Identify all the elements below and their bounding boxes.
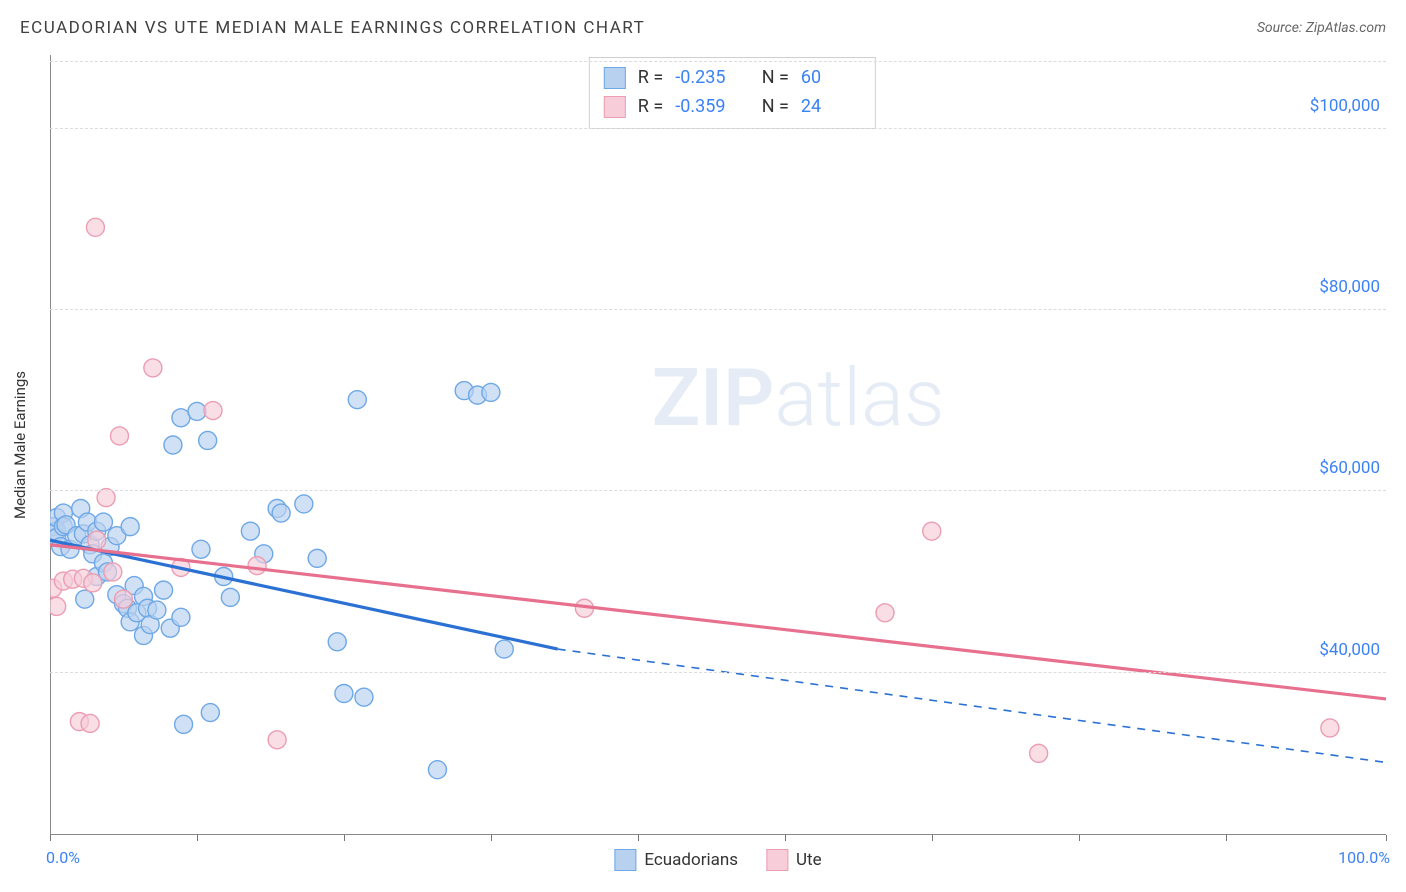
data-point-ecuadorians [201, 704, 219, 722]
data-point-ecuadorians [348, 391, 366, 409]
n-label: N = [762, 64, 789, 93]
data-point-ecuadorians [172, 608, 190, 626]
x-tick [785, 835, 786, 841]
legend-item: Ecuadorians [614, 849, 738, 871]
data-point-ute [86, 218, 104, 236]
legend-swatch [604, 67, 626, 89]
x-tick [638, 835, 639, 841]
data-point-ecuadorians [192, 540, 210, 558]
data-point-ecuadorians [164, 436, 182, 454]
data-point-ute [204, 402, 222, 420]
chart-title: ECUADORIAN VS UTE MEDIAN MALE EARNINGS C… [20, 18, 645, 38]
legend-swatch [766, 849, 788, 871]
x-tick [344, 835, 345, 841]
chart-area: Median Male Earnings ZIPatlas R = -0.235… [50, 55, 1386, 835]
data-point-ecuadorians [428, 761, 446, 779]
data-point-ute [923, 522, 941, 540]
x-tick [1386, 835, 1387, 841]
n-value: 60 [801, 64, 861, 93]
legend-label: Ute [796, 850, 822, 870]
scatter-plot [50, 55, 1386, 835]
legend-correlation: R = -0.235 N = 60 R = -0.359 N = 24 [589, 57, 876, 129]
trendline-dashed-ecuadorians [558, 649, 1386, 762]
trendline-ute [50, 545, 1386, 699]
data-point-ecuadorians [328, 633, 346, 651]
data-point-ute [1321, 719, 1339, 737]
data-point-ute [50, 597, 66, 615]
gridline [50, 672, 1386, 673]
data-point-ecuadorians [335, 685, 353, 703]
data-point-ecuadorians [308, 549, 326, 567]
data-point-ecuadorians [76, 590, 94, 608]
x-tick [491, 835, 492, 841]
data-point-ecuadorians [148, 601, 166, 619]
legend-row: R = -0.235 N = 60 [604, 64, 861, 93]
data-point-ute [110, 427, 128, 445]
data-point-ecuadorians [272, 504, 290, 522]
data-point-ecuadorians [121, 518, 139, 536]
data-point-ecuadorians [495, 640, 513, 658]
r-value: -0.359 [675, 93, 735, 122]
data-point-ute [88, 531, 106, 549]
x-tick [197, 835, 198, 841]
r-value: -0.235 [675, 64, 735, 93]
data-point-ute [268, 731, 286, 749]
gridline [50, 128, 1386, 129]
gridline [50, 309, 1386, 310]
x-tick [1226, 835, 1227, 841]
r-label: R = [638, 64, 663, 93]
legend-series: Ecuadorians Ute [614, 849, 821, 871]
data-point-ute [1030, 744, 1048, 762]
data-point-ecuadorians [172, 409, 190, 427]
data-point-ute [248, 557, 266, 575]
data-point-ute [84, 574, 102, 592]
legend-row: R = -0.359 N = 24 [604, 93, 861, 122]
data-point-ecuadorians [355, 688, 373, 706]
n-value: 24 [801, 93, 861, 122]
data-point-ute [144, 359, 162, 377]
n-label: N = [762, 93, 789, 122]
r-label: R = [638, 93, 663, 122]
data-point-ute [114, 590, 132, 608]
x-tick [1079, 835, 1080, 841]
legend-swatch [614, 849, 636, 871]
data-point-ecuadorians [94, 513, 112, 531]
legend-label: Ecuadorians [644, 850, 738, 870]
x-tick [50, 835, 51, 841]
legend-item: Ute [766, 849, 822, 871]
gridline [50, 490, 1386, 491]
legend-swatch [604, 96, 626, 118]
y-axis-label: Median Male Earnings [11, 371, 29, 519]
data-point-ute [104, 563, 122, 581]
x-axis-min-label: 0.0% [46, 848, 80, 867]
data-point-ute [876, 604, 894, 622]
title-row: ECUADORIAN VS UTE MEDIAN MALE EARNINGS C… [0, 0, 1406, 44]
data-point-ecuadorians [188, 402, 206, 420]
x-tick [932, 835, 933, 841]
gridline [50, 61, 1386, 62]
data-point-ecuadorians [199, 431, 217, 449]
x-axis-max-label: 100.0% [1338, 848, 1390, 867]
y-tick-label: $40,000 [1319, 640, 1380, 660]
source-credit: Source: ZipAtlas.com [1257, 20, 1386, 36]
y-tick-label: $80,000 [1319, 277, 1380, 297]
data-point-ecuadorians [241, 522, 259, 540]
data-point-ecuadorians [295, 495, 313, 513]
data-point-ecuadorians [482, 383, 500, 401]
y-tick-label: $60,000 [1319, 458, 1380, 478]
data-point-ecuadorians [175, 715, 193, 733]
data-point-ecuadorians [221, 588, 239, 606]
y-tick-label: $100,000 [1310, 96, 1380, 116]
data-point-ute [81, 714, 99, 732]
data-point-ecuadorians [155, 581, 173, 599]
